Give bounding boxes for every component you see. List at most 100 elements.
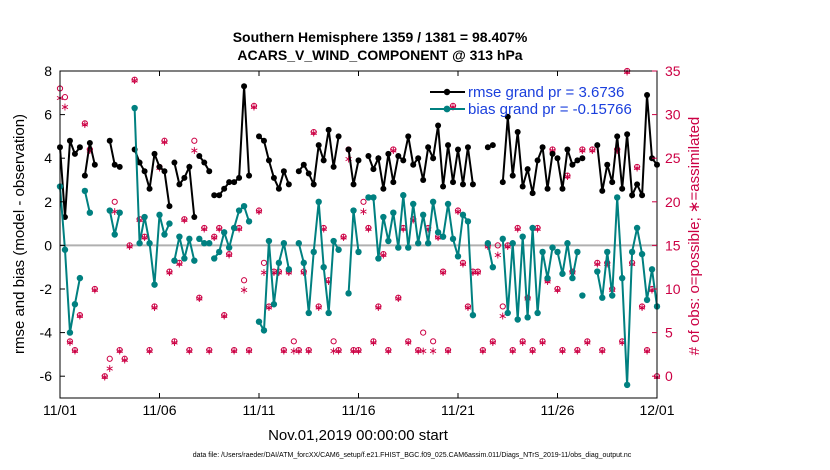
bias-point — [594, 268, 601, 275]
bias-point — [499, 235, 506, 243]
obs-possible-point — [385, 346, 392, 354]
rmse-point — [320, 157, 327, 164]
obs-assimilated-point: ∗ — [110, 205, 119, 218]
bias-point — [111, 231, 118, 238]
bias-point — [355, 248, 362, 256]
obs-assimilated-point: ∗ — [528, 345, 537, 358]
bias-point — [166, 220, 173, 227]
bias-point — [459, 211, 467, 219]
bias-point — [61, 246, 69, 253]
obs-assimilated-point: ∗ — [354, 345, 363, 358]
obs-possible-point — [355, 346, 362, 354]
bias-point — [260, 327, 268, 334]
obs-possible-point — [574, 346, 581, 354]
obs-assimilated-point: ∗ — [603, 257, 612, 270]
rmse-point — [71, 150, 78, 157]
obs-possible-point — [71, 346, 79, 354]
obs-possible-point — [255, 207, 263, 214]
rmse-point — [345, 146, 352, 153]
bias-point — [405, 244, 412, 251]
rmse-point — [156, 163, 163, 170]
obs-assimilated-point: ∗ — [518, 336, 527, 349]
rmse-point — [549, 150, 556, 157]
y-left-tick-label: -4 — [40, 325, 53, 341]
obs-assimilated-point: ∗ — [359, 205, 368, 218]
bias-point — [280, 240, 288, 247]
rmse-point — [350, 181, 357, 188]
rmse-point — [604, 161, 611, 168]
bias-point — [186, 235, 193, 243]
rmse-point — [211, 192, 218, 199]
rmse-point — [216, 192, 223, 199]
obs-assimilated-point: ∗ — [115, 345, 124, 358]
obs-assimilated-point: ∗ — [234, 222, 243, 235]
obs-assimilated-point: ∗ — [339, 231, 348, 244]
obs-possible-point — [211, 233, 218, 240]
obs-assimilated-point: ∗ — [533, 222, 542, 235]
rmse-point — [420, 177, 427, 183]
obs-assimilated-point: ∗ — [130, 74, 139, 87]
bias-point — [345, 290, 352, 297]
bias-point — [220, 229, 228, 236]
obs-assimilated-point: ∗ — [210, 231, 219, 244]
rmse-point — [594, 142, 601, 149]
bias-point — [81, 187, 89, 195]
plot-area — [60, 71, 657, 398]
bias-point — [449, 235, 457, 243]
bias-line-segment — [486, 242, 494, 268]
rmse-point — [405, 133, 412, 140]
rmse-point — [171, 159, 178, 166]
obs-possible-point — [554, 285, 561, 293]
bias-point — [136, 240, 143, 247]
obs-possible-point — [589, 146, 596, 153]
obs-assimilated-point: ∗ — [334, 345, 343, 358]
obs-assimilated-point: ∗ — [553, 284, 562, 297]
obs-assimilated-point: ∗ — [175, 257, 184, 270]
obs-possible-point — [430, 338, 437, 345]
rmse-point — [310, 181, 317, 188]
obs-assimilated-point: ∗ — [578, 144, 587, 157]
obs-possible-point — [191, 137, 198, 144]
rmse-point — [111, 161, 118, 168]
rmse-point — [81, 172, 88, 179]
obs-possible-markers — [56, 67, 661, 380]
obs-assimilated-point: ∗ — [478, 345, 487, 358]
y-right-tick-label: 0 — [665, 368, 673, 384]
bias-point — [211, 255, 218, 262]
obs-assimilated-point: ∗ — [65, 336, 74, 349]
obs-assimilated-point: ∗ — [225, 249, 234, 262]
obs-possible-point — [634, 163, 641, 171]
bias-point — [454, 253, 462, 260]
obs-possible-point — [330, 338, 337, 345]
rmse-point — [236, 174, 243, 181]
obs-assimilated-point: ∗ — [548, 144, 557, 157]
obs-possible-point — [439, 268, 447, 275]
rmse-point — [425, 144, 432, 151]
obs-assimilated-point: ∗ — [220, 310, 229, 323]
obs-assimilated-point: ∗ — [613, 144, 622, 157]
obs-possible-point — [151, 303, 158, 310]
obs-possible-point — [310, 128, 317, 136]
bias-point — [230, 224, 238, 232]
bias-point — [131, 104, 138, 112]
obs-assimilated-point: ∗ — [239, 284, 248, 297]
obs-possible-point — [76, 312, 84, 319]
obs-assimilated-point: ∗ — [120, 353, 129, 366]
rmse-point — [400, 157, 407, 164]
obs-assimilated-point: ∗ — [304, 345, 313, 358]
bias-point — [519, 233, 526, 240]
obs-assimilated-point: ∗ — [279, 345, 288, 358]
obs-assimilated-point: ∗ — [75, 310, 84, 323]
rmse-point — [569, 161, 576, 168]
legend-bias-marker — [443, 105, 451, 113]
obs-assimilated-point: ∗ — [409, 214, 418, 227]
bias-point — [574, 248, 581, 256]
chart-title-line2: ACARS_V_WIND_COMPONENT @ 313 hPa — [237, 47, 522, 63]
obs-possible-point — [290, 338, 297, 345]
bias-point — [524, 314, 531, 321]
obs-assimilated-point: ∗ — [150, 301, 159, 314]
obs-assimilated-point: ∗ — [309, 127, 318, 140]
obs-assimilated-point: ∗ — [438, 266, 447, 279]
obs-possible-point — [643, 346, 651, 354]
obs-possible-point — [559, 346, 566, 354]
